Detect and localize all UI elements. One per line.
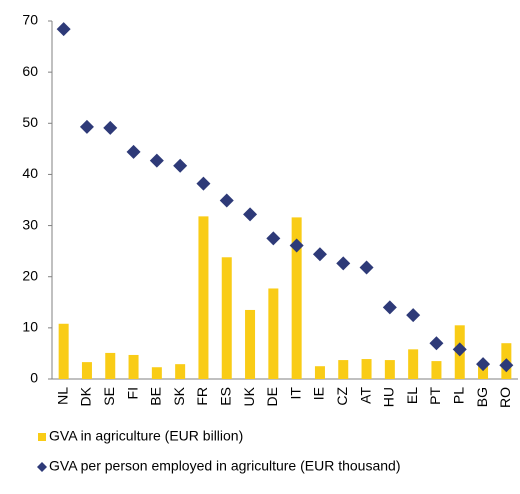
bar [408,349,419,379]
marker [173,158,188,173]
x-tick-label: PT [427,387,443,405]
legend-swatch [37,462,47,472]
x-tick-label: BE [148,387,164,406]
marker [243,207,258,222]
x-tick-label: SK [171,386,187,405]
x-tick-label: DK [78,386,94,406]
marker [219,193,234,208]
legend-label: GVA per person employed in agriculture (… [49,458,400,474]
x-tick-label: CZ [334,387,350,406]
bar [361,359,372,379]
marker [289,238,304,253]
x-tick-label: UK [241,386,257,406]
y-tick-label: 30 [22,216,38,232]
y-tick-label: 20 [22,267,38,283]
x-tick-label: IE [311,387,327,400]
marker [312,247,327,262]
bar [198,216,209,379]
bar [431,361,442,379]
y-tick-label: 50 [22,114,38,130]
bar [175,364,186,379]
x-tick-label: AT [357,387,373,404]
bar [151,367,162,379]
x-tick-label: FI [124,387,140,399]
x-tick-label: BG [474,387,490,407]
bar [268,288,279,379]
bar [338,360,349,379]
y-tick-label: 0 [30,370,38,386]
marker [452,342,467,357]
bar [291,217,302,379]
bar [81,362,92,379]
marker [499,358,514,373]
legend-swatch [38,433,46,441]
bar [105,352,116,379]
legend-label: GVA in agriculture (EUR billion) [49,428,243,444]
marker [336,256,351,271]
marker [126,144,141,159]
marker [476,357,491,372]
bar [128,354,139,379]
bar [478,366,489,379]
marker [382,300,397,315]
marker [406,308,421,323]
x-tick-label: IT [287,387,303,400]
bar [221,257,232,379]
marker [429,336,444,351]
bar [58,323,69,379]
marker [266,231,281,246]
marker [79,119,94,134]
bar [245,309,256,379]
y-tick-label: 40 [22,165,38,181]
y-tick-label: 60 [22,63,38,79]
x-tick-label: FR [194,387,210,406]
x-tick-label: EL [404,387,420,404]
marker [196,176,211,191]
marker [103,120,118,135]
marker [149,153,164,168]
bar [314,366,325,379]
y-tick-label: 10 [22,319,38,335]
x-tick-label: RO [497,387,513,408]
x-tick-label: ES [217,387,233,406]
x-tick-label: DE [264,387,280,406]
marker [56,22,71,37]
x-tick-label: PL [450,387,466,404]
bar [384,360,395,379]
y-tick-label: 70 [22,12,38,28]
x-tick-label: SE [101,387,117,406]
x-tick-label: NL [54,387,70,405]
x-tick-label: HU [381,387,397,407]
marker [359,260,374,275]
